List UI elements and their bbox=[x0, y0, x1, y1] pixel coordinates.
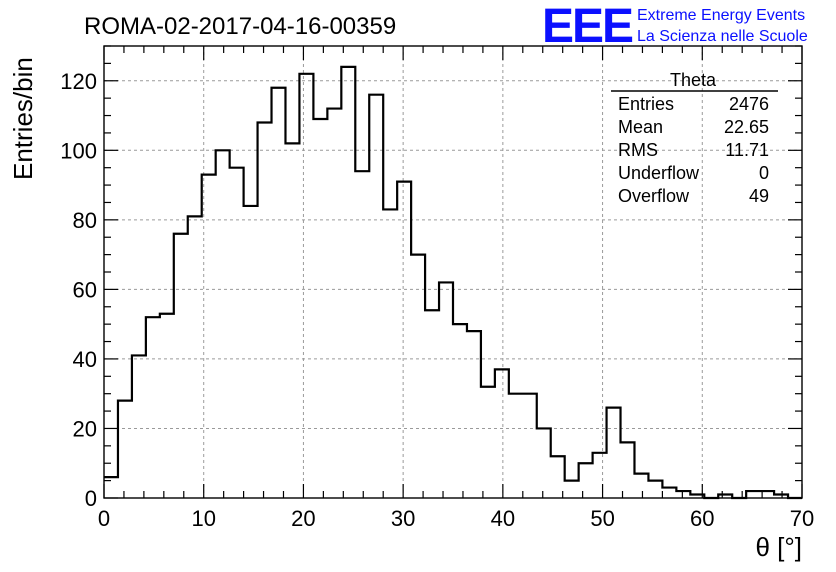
x-tick-label: 40 bbox=[491, 506, 515, 531]
y-tick-label: 120 bbox=[60, 69, 97, 94]
histogram-bin bbox=[481, 387, 495, 498]
histogram-bin bbox=[648, 481, 662, 498]
x-tick-label: 0 bbox=[98, 506, 110, 531]
stats-row-label: Overflow bbox=[618, 186, 690, 206]
histogram-bin bbox=[369, 95, 383, 498]
histogram-bin bbox=[118, 401, 132, 498]
y-tick-label: 60 bbox=[73, 277, 97, 302]
stats-row-value: 11.71 bbox=[725, 140, 769, 160]
x-tick-labels: 0 10 20 30 40 50 60 70 bbox=[98, 506, 814, 531]
stats-box-rows: Entries 2476 Mean 22.65 RMS 11.71 Underflow 0 Ov… bbox=[618, 94, 769, 206]
histogram-bin bbox=[258, 122, 272, 498]
histogram-bin bbox=[285, 143, 299, 498]
x-tick-label: 70 bbox=[790, 506, 814, 531]
histogram-bin bbox=[593, 453, 607, 498]
stats-row-label: Underflow bbox=[618, 163, 700, 183]
histogram-bin bbox=[202, 175, 216, 498]
histogram-bin bbox=[299, 74, 313, 498]
histogram-bin bbox=[662, 488, 676, 498]
histogram-bin bbox=[495, 369, 509, 498]
histogram-bin bbox=[523, 394, 537, 498]
histogram-bin bbox=[104, 477, 118, 498]
histogram-bin bbox=[425, 310, 439, 498]
x-tick-label: 60 bbox=[690, 506, 714, 531]
histogram-bin bbox=[565, 481, 579, 498]
stats-box: Theta Entries 2476 Mean 22.65 RMS 11.71 Underf… bbox=[611, 70, 778, 206]
histogram-bin bbox=[160, 314, 174, 498]
histogram-bin bbox=[313, 119, 327, 498]
eee-logo-line2: La Scienza nelle Scuole bbox=[637, 28, 808, 45]
y-tick-label: 40 bbox=[73, 347, 97, 372]
x-tick-label: 50 bbox=[590, 506, 614, 531]
histogram-bin bbox=[216, 150, 230, 498]
stats-row-value: 2476 bbox=[729, 94, 769, 114]
stats-row-label: Mean bbox=[618, 117, 663, 137]
histogram-bin bbox=[230, 168, 244, 498]
histogram-bin bbox=[341, 67, 355, 498]
x-axis-label: θ [°] bbox=[755, 532, 802, 562]
y-tick-label: 0 bbox=[85, 486, 97, 511]
histogram-bin bbox=[355, 171, 369, 498]
histogram-bin bbox=[272, 88, 286, 498]
stats-box-title: Theta bbox=[670, 70, 717, 90]
histogram-bin bbox=[244, 206, 258, 498]
histogram-bin bbox=[467, 331, 481, 498]
eee-logo-line1: Extreme Energy Events bbox=[637, 7, 805, 24]
histogram-bin bbox=[411, 255, 425, 498]
y-tick-label: 80 bbox=[73, 208, 97, 233]
histogram-bin bbox=[579, 463, 593, 498]
stats-row-value: 49 bbox=[749, 186, 769, 206]
histogram-bin bbox=[188, 216, 202, 498]
histogram-bin bbox=[509, 394, 523, 498]
histogram-bin bbox=[621, 442, 635, 498]
histogram-bin bbox=[383, 209, 397, 498]
x-tick-label: 30 bbox=[391, 506, 415, 531]
histogram-bin bbox=[551, 456, 565, 498]
histogram-bin bbox=[453, 324, 467, 498]
histogram-bin bbox=[607, 408, 621, 498]
x-tick-label: 10 bbox=[191, 506, 215, 531]
stats-row-label: RMS bbox=[618, 140, 658, 160]
histogram-bin bbox=[397, 182, 411, 498]
stats-row-label: Entries bbox=[618, 94, 674, 114]
histogram-bin bbox=[132, 355, 146, 498]
histogram-bin bbox=[439, 282, 453, 498]
eee-logo: EEE Extreme Energy Events La Scienza nel… bbox=[542, 0, 808, 53]
histogram-bin bbox=[146, 317, 160, 498]
x-tick-label: 20 bbox=[291, 506, 315, 531]
y-tick-label: 20 bbox=[73, 416, 97, 441]
histogram-bin bbox=[174, 234, 188, 498]
histogram-outline bbox=[104, 65, 802, 500]
eee-logo-mark: EEE bbox=[542, 0, 633, 53]
stats-row-value: 0 bbox=[759, 163, 769, 183]
histogram-bin bbox=[327, 109, 341, 498]
stats-row-value: 22.65 bbox=[724, 117, 769, 137]
histogram-bin bbox=[537, 428, 551, 498]
chart-title: ROMA-02-2017-04-16-00359 bbox=[84, 13, 396, 40]
plot-frame bbox=[103, 45, 803, 499]
histogram-bin bbox=[634, 474, 648, 498]
y-axis-label: Entries/bin bbox=[8, 57, 38, 180]
y-tick-label: 100 bbox=[60, 138, 97, 163]
y-tick-labels: 0 20 40 60 80 100 120 bbox=[60, 69, 97, 511]
